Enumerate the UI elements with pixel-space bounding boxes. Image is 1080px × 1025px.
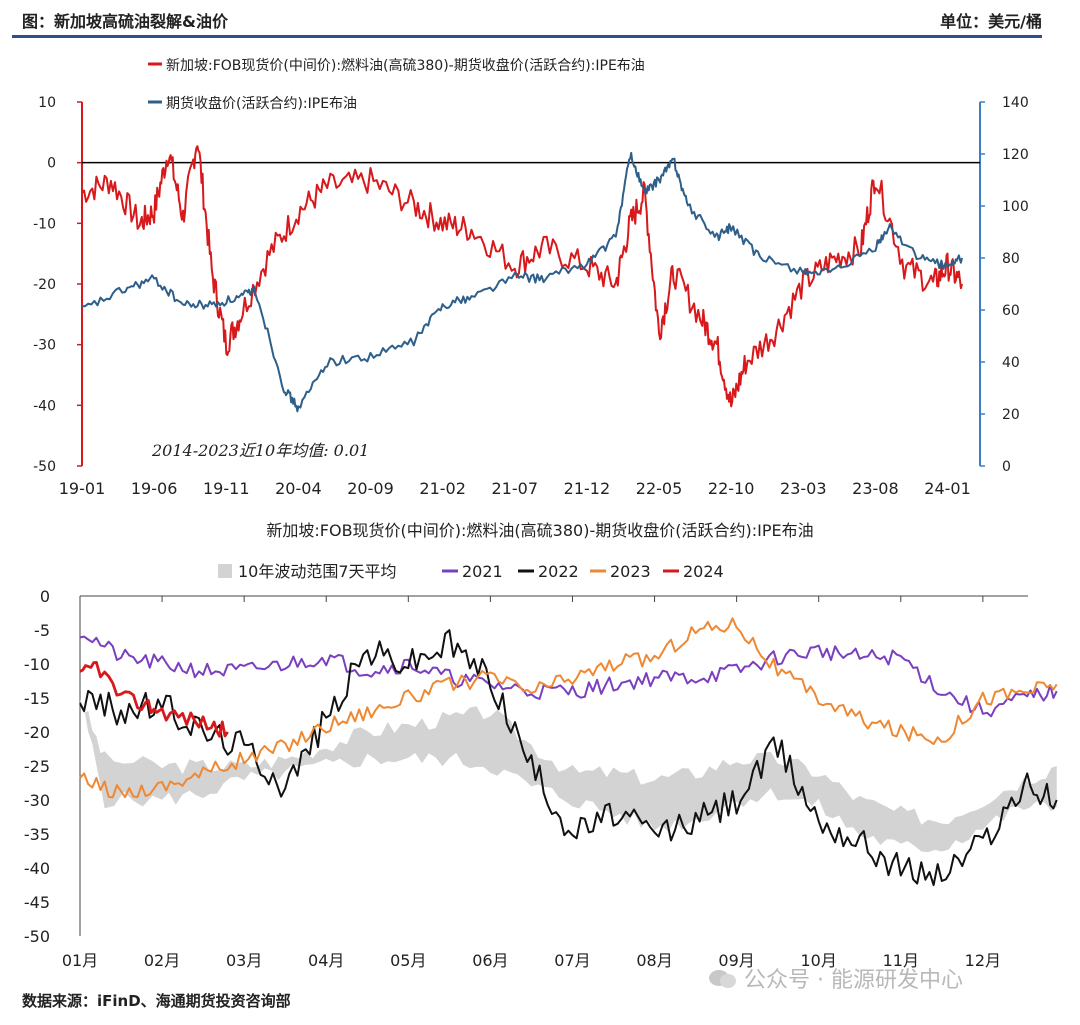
x-tick-label: 07月 (554, 951, 590, 970)
x-tick-label: 04月 (308, 951, 344, 970)
y-tick-label: -45 (24, 893, 50, 912)
legend-swatch-band (218, 564, 232, 578)
y-tick-label: -35 (24, 825, 50, 844)
legend-label-2022: 2022 (538, 562, 579, 581)
x-tick-label: 06月 (472, 951, 508, 970)
x-tick-label: 05月 (390, 951, 426, 970)
series-line-2021 (80, 637, 1057, 717)
data-source: 数据来源：iFinD、海通期货投资咨询部 (22, 990, 291, 1011)
y-tick-label: -15 (24, 689, 50, 708)
legend-label-2021: 2021 (462, 562, 503, 581)
x-tick-label: 02月 (144, 951, 180, 970)
x-tick-label: 12月 (965, 951, 1001, 970)
y-tick-label: -10 (24, 655, 50, 674)
x-tick-label: 01月 (62, 951, 98, 970)
legend-label-2023: 2023 (610, 562, 651, 581)
range-band (80, 700, 1057, 853)
y-tick-label: -30 (24, 791, 50, 810)
y-tick-label: -40 (24, 859, 50, 878)
legend-label-band: 10年波动范围7天平均 (238, 562, 397, 581)
x-tick-label: 03月 (226, 951, 262, 970)
x-tick-label: 08月 (636, 951, 672, 970)
legend-label-2024: 2024 (683, 562, 724, 581)
y-tick-label: -50 (24, 927, 50, 946)
y-tick-label: -20 (24, 723, 50, 742)
bottom-chart: 新加坡:FOB现货价(中间价):燃料油(高硫380)-期货收盘价(活跃合约):I… (0, 0, 1080, 1025)
y-tick-label: -25 (24, 757, 50, 776)
wechat-icon (708, 968, 738, 990)
y-tick-label: 0 (40, 587, 50, 606)
watermark: 公众号 · 能源研发中心 (744, 962, 963, 994)
y-tick-label: -5 (34, 621, 50, 640)
chart2-title: 新加坡:FOB现货价(中间价):燃料油(高硫380)-期货收盘价(活跃合约):I… (266, 521, 813, 540)
